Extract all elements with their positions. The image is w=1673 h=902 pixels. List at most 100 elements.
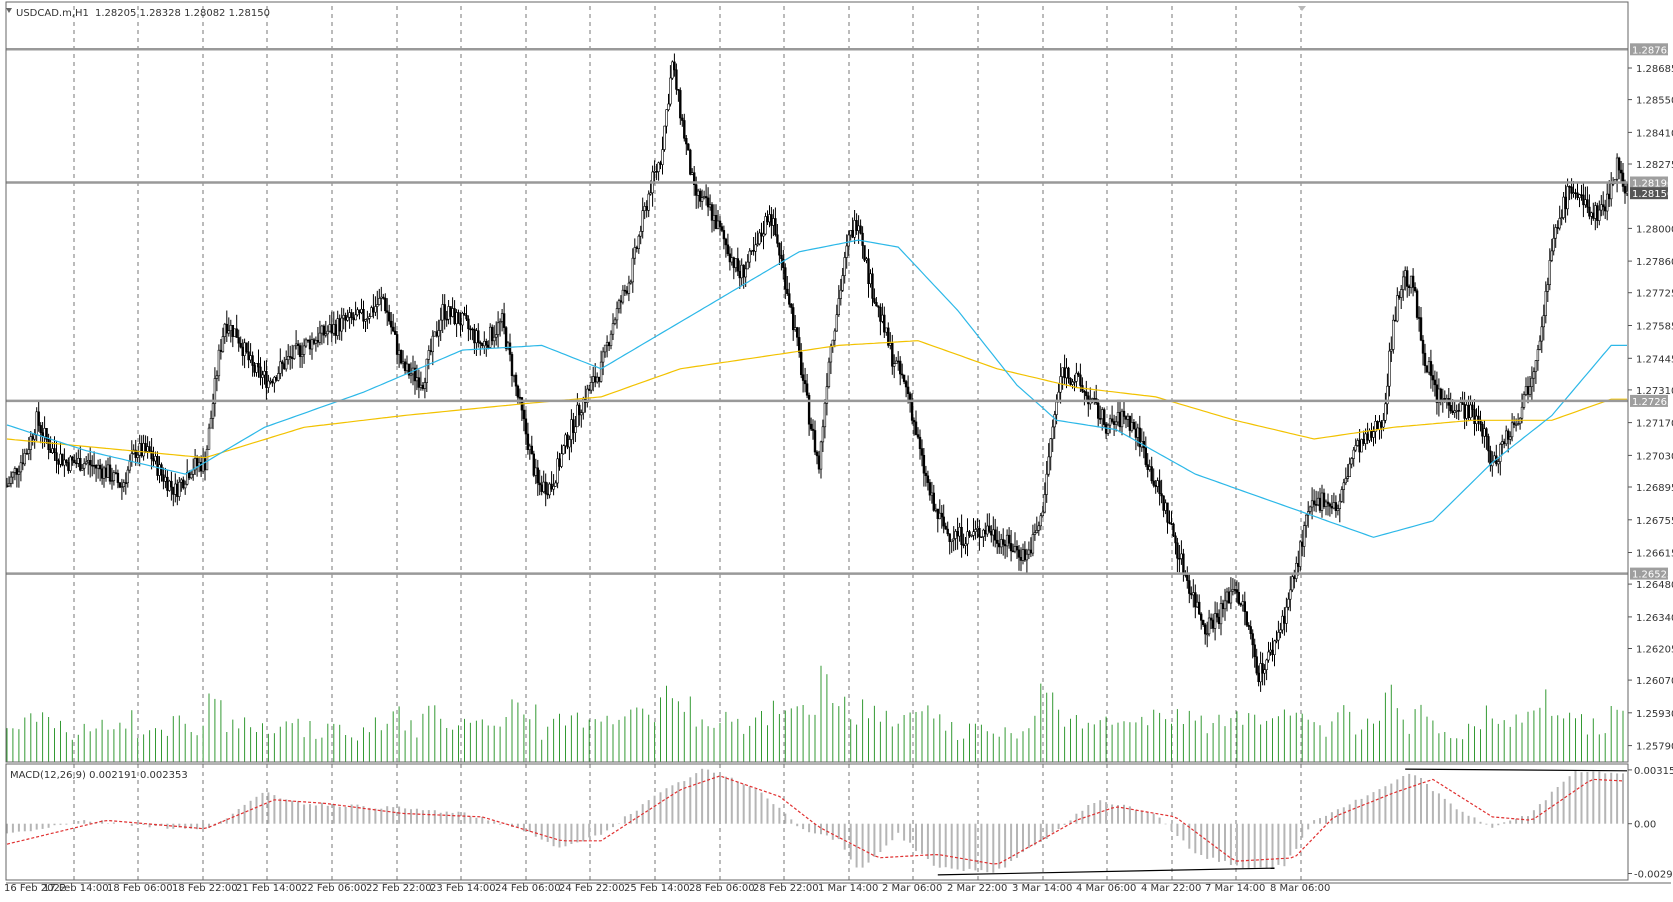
candle-body: [1009, 543, 1013, 552]
level-price-label: 1.28765: [1632, 45, 1673, 56]
candle-body: [356, 309, 359, 316]
candle-body: [833, 330, 837, 341]
candle-body: [326, 330, 329, 335]
candle-body: [81, 467, 84, 471]
candle-body: [554, 482, 557, 487]
candle-body: [1602, 204, 1605, 208]
candle-body: [100, 468, 104, 479]
candle-body: [215, 375, 219, 379]
candle-body: [385, 310, 389, 313]
candle-body: [35, 411, 38, 436]
candle-body: [847, 234, 850, 247]
candle-body: [1007, 534, 1011, 544]
candle-body: [461, 312, 464, 326]
candle-body: [1538, 340, 1542, 350]
candle-body: [1449, 404, 1452, 412]
candle-body: [1562, 196, 1565, 218]
candle-body: [1011, 550, 1015, 553]
candle-body: [669, 77, 672, 105]
candle-body: [342, 314, 345, 319]
candle-body: [532, 453, 536, 476]
candle-body: [1499, 444, 1502, 462]
candle-body: [257, 362, 260, 368]
macd-axis-label: 0.003154: [1634, 766, 1673, 777]
candle-body: [809, 423, 813, 430]
candle-body: [1075, 372, 1078, 382]
candle-body: [1411, 275, 1415, 288]
candle-body: [15, 468, 19, 475]
candle-body: [1083, 390, 1086, 393]
price-axis-label: 1.28000: [1636, 224, 1673, 235]
candle-body: [1148, 466, 1151, 470]
candle-body: [457, 312, 460, 324]
candle-body: [104, 467, 108, 478]
candle-body: [286, 356, 290, 360]
candle-body: [597, 376, 601, 382]
candle-body: [1568, 186, 1571, 188]
candle-body: [621, 289, 625, 303]
candle-body: [387, 312, 391, 322]
candle-body: [261, 374, 264, 378]
candle-body: [859, 225, 862, 234]
candle-body: [879, 306, 882, 322]
candle-body: [1312, 500, 1316, 505]
candle-body: [1176, 542, 1179, 559]
candle-body: [407, 363, 411, 376]
candle-body: [7, 483, 11, 487]
candle-body: [1049, 438, 1052, 458]
candle-body: [33, 434, 36, 440]
candle-body: [978, 527, 981, 537]
candle-body: [1590, 212, 1593, 217]
candle-body: [1110, 418, 1114, 422]
candle-body: [372, 307, 375, 313]
candle-body: [106, 464, 110, 478]
candle-body: [231, 324, 234, 337]
candle-body: [683, 120, 686, 139]
candle-body: [1330, 505, 1334, 509]
candle-body: [813, 430, 817, 453]
candle-body: [344, 314, 347, 321]
candle-body: [1606, 193, 1609, 212]
candle-body: [19, 462, 23, 473]
candle-body: [1566, 186, 1569, 210]
candle-body: [168, 480, 171, 491]
candle-body: [807, 394, 811, 425]
candle-body: [558, 458, 561, 467]
candle-body: [1285, 606, 1288, 624]
candle-body: [1554, 227, 1557, 239]
candle-body: [1358, 440, 1361, 453]
candle-body: [885, 327, 888, 333]
shift-marker-icon[interactable]: [1298, 6, 1306, 11]
candle-body: [560, 453, 563, 467]
candle-body: [134, 449, 137, 458]
candle-body: [1237, 591, 1241, 604]
candle-body: [764, 216, 767, 235]
menu-triangle-icon[interactable]: [6, 8, 12, 13]
candle-body: [1202, 619, 1205, 626]
candle-body: [1320, 492, 1324, 511]
candle-body: [437, 330, 440, 337]
candle-body: [609, 333, 613, 347]
candle-body: [1174, 535, 1177, 544]
candle-body: [1005, 534, 1009, 547]
candle-body: [471, 328, 474, 331]
candle-body: [997, 543, 1001, 548]
candle-body: [1453, 410, 1456, 413]
candle-body: [942, 516, 945, 527]
time-axis-label: 16 Feb 2022: [4, 883, 66, 894]
candle-body: [877, 305, 880, 308]
candle-body: [629, 281, 633, 284]
candle-body: [601, 351, 605, 363]
candle-body: [938, 512, 942, 520]
candle-body: [988, 525, 991, 532]
candle-body: [564, 434, 567, 446]
candle-body: [887, 327, 890, 346]
candle-body: [566, 434, 569, 448]
candle-body: [1021, 549, 1025, 561]
candle-body: [1194, 592, 1197, 608]
candle-body: [690, 172, 694, 175]
candle-body: [788, 293, 791, 305]
candle-body: [760, 232, 763, 237]
candle-body: [304, 339, 308, 347]
